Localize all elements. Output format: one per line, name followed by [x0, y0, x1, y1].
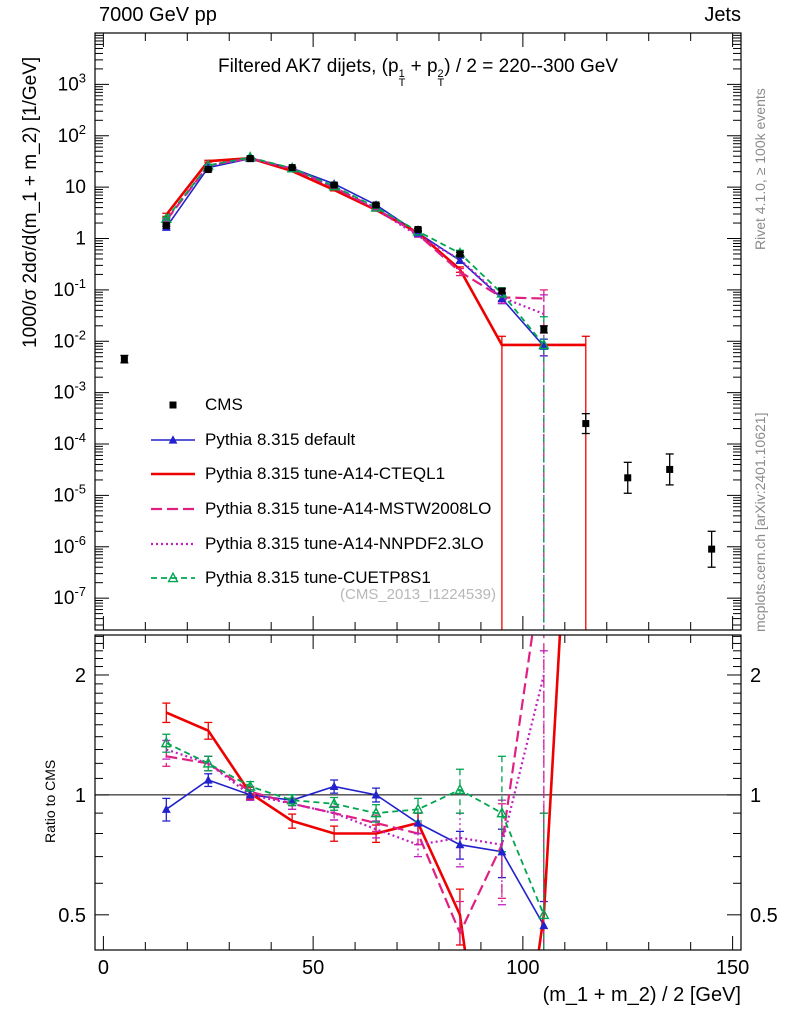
legend-sample-1	[151, 435, 195, 444]
svg-text:1: 1	[75, 229, 86, 250]
svg-text:2: 2	[750, 665, 761, 687]
pt2-sub: T	[437, 77, 445, 89]
svg-text:10-2: 10-2	[53, 327, 86, 352]
legend-sample-4	[151, 542, 195, 545]
svg-text:1: 1	[75, 785, 86, 807]
rivet-version-label: Rivet 4.1.0, ≥ 100k events	[752, 88, 768, 250]
svg-text:50: 50	[302, 957, 324, 979]
svg-text:103: 103	[58, 70, 86, 95]
y-axis-label-main: 1000/σ 2dσ/d(m_1 + m_2) [1/GeV]	[20, 56, 41, 348]
pt1-sup: 1	[398, 68, 405, 80]
legend-sample-3	[151, 507, 195, 511]
legend-label-0: CMS	[205, 395, 243, 415]
legend-item-4: Pythia 8.315 tune-A14-NNPDF2.3LO	[150, 526, 491, 561]
mcplots-credit-label: mcplots.cern.ch [arXiv:2401.10621]	[752, 412, 768, 632]
pt2-sup: 2	[437, 68, 444, 80]
svg-text:102: 102	[58, 122, 86, 147]
legend-item-3: Pythia 8.315 tune-A14-MSTW2008LO	[150, 492, 491, 527]
svg-text:10-6: 10-6	[53, 533, 86, 558]
svg-text:2: 2	[75, 665, 86, 687]
ratio-series-layer	[160, 635, 562, 950]
legend-label-5: Pythia 8.315 tune-CUETP8S1	[205, 568, 431, 588]
svg-text:10-3: 10-3	[53, 379, 86, 404]
legend-sample-5	[151, 571, 195, 583]
svg-text:10-1: 10-1	[53, 276, 86, 301]
svg-text:1: 1	[750, 785, 761, 807]
svg-text:10-5: 10-5	[53, 481, 86, 506]
legend: CMS Pythia 8.315 default Pythia 8.315 tune…	[150, 388, 491, 596]
title-part3: ) / 2 = 220--300 GeV	[444, 56, 619, 77]
svg-text:0.5: 0.5	[750, 905, 778, 927]
legend-item-0: CMS	[150, 388, 491, 423]
beam-energy-label: 7000 GeV pp	[99, 4, 217, 26]
legend-item-1: Pythia 8.315 default	[150, 423, 491, 458]
legend-label-3: Pythia 8.315 tune-A14-MSTW2008LO	[205, 499, 492, 519]
svg-text:0.5: 0.5	[58, 905, 86, 927]
title-part2: + p	[405, 56, 438, 77]
legend-label-4: Pythia 8.315 tune-A14-NNPDF2.3LO	[205, 533, 484, 553]
legend-item-2: Pythia 8.315 tune-A14-CTEQL1	[150, 457, 491, 492]
legend-sample-2	[151, 473, 195, 476]
svg-text:100: 100	[506, 957, 539, 979]
x-axis-label: (m_1 + m_2) / 2 [GeV]	[542, 984, 741, 1006]
analysis-id-watermark: (CMS_2013_I1224539)	[340, 586, 496, 603]
analysis-type-label: Jets	[704, 4, 741, 26]
legend-label-1: Pythia 8.315 default	[205, 429, 356, 449]
legend-sample-0	[169, 401, 177, 409]
title-part1: Filtered AK7 dijets, (p	[217, 56, 399, 77]
svg-text:0: 0	[98, 957, 109, 979]
svg-text:10-4: 10-4	[53, 430, 86, 455]
svg-text:10: 10	[65, 177, 86, 198]
y-axis-label-ratio: Ratio to CMS	[42, 759, 58, 843]
main-series-layer	[120, 151, 716, 630]
plot-title: Filtered AK7 dijets, (p 1 T + p 2 T) / 2 = 2…	[95, 56, 741, 89]
svg-text:10-7: 10-7	[53, 584, 86, 609]
svg-text:150: 150	[716, 957, 749, 979]
legend-label-2: Pythia 8.315 tune-A14-CTEQL1	[205, 464, 446, 484]
legend-item-5: Pythia 8.315 tune-CUETP8S1	[150, 561, 491, 596]
pt1-sub: T	[398, 77, 406, 89]
